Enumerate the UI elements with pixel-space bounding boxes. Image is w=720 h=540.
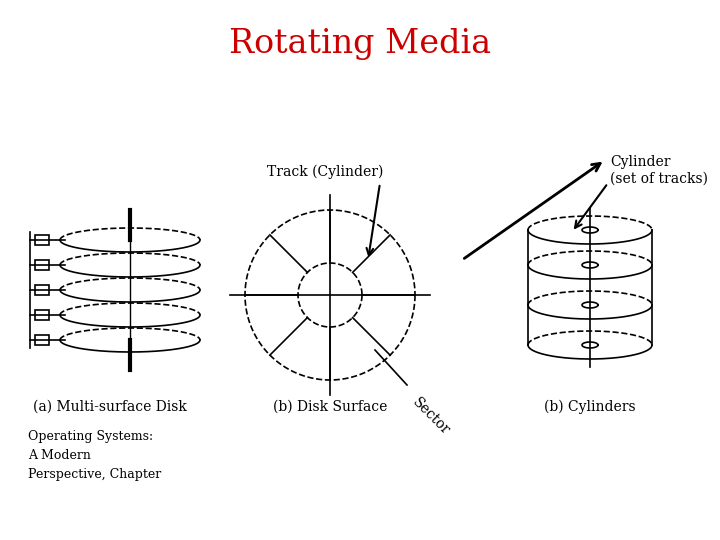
Text: Track (Cylinder): Track (Cylinder) [267,165,383,179]
Bar [35,235,49,245]
Bar [35,310,49,320]
Text: (a) Multi-surface Disk: (a) Multi-surface Disk [33,400,187,414]
Text: Operating Systems:
A Modern
Perspective, Chapter: Operating Systems: A Modern Perspective,… [28,430,161,481]
Text: Rotating Media: Rotating Media [229,28,491,60]
Text: Cylinder
(set of tracks): Cylinder (set of tracks) [610,155,708,185]
Bar [35,335,49,345]
Text: (b) Disk Surface: (b) Disk Surface [273,400,387,414]
Text: Sector: Sector [410,395,453,437]
Text: (b) Cylinders: (b) Cylinders [544,400,636,414]
Bar [35,285,49,295]
Bar [35,260,49,270]
